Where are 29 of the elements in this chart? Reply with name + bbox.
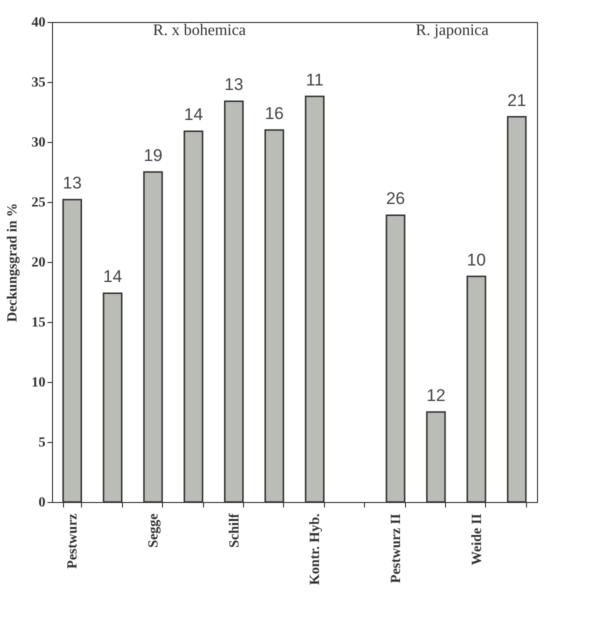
y-tick-label: 0 (38, 496, 46, 510)
annotation: 13 (224, 75, 244, 94)
y-tick-label: 5 (38, 436, 46, 450)
annotation: 12 (426, 386, 446, 405)
y-tick-label: 30 (32, 136, 46, 150)
x-tick-label: Weide II (470, 514, 485, 566)
y-axis-title: Deckungsgrad in % (6, 202, 20, 322)
x-tick-label: Kontr. Hyb. (308, 514, 324, 585)
y-tick-label: 10 (32, 376, 46, 390)
annotation: 16 (264, 104, 284, 123)
y-tick-label: 35 (32, 76, 46, 90)
x-tick-label: Segge (146, 514, 162, 548)
y-tick-label: 20 (32, 256, 46, 270)
x-tick-label: Schilf (227, 513, 242, 548)
x-tick-label: Pestwurz II (389, 514, 404, 584)
annotation: 14 (103, 267, 122, 286)
y-tick-label: 25 (32, 196, 46, 210)
annotation: 14 (184, 105, 203, 124)
annotation: 13 (62, 174, 82, 193)
annotation: R. japonica (416, 22, 489, 39)
annotation: 11 (306, 70, 324, 90)
annotation: R. x bohemica (153, 22, 246, 39)
annotation: 19 (144, 146, 163, 165)
y-tick-label: 15 (32, 316, 46, 330)
x-tick-label: Pestwurz (66, 514, 81, 569)
annotation: 26 (386, 189, 406, 208)
annotation: 21 (507, 90, 526, 110)
y-tick-label: 40 (32, 16, 46, 30)
annotation: 10 (466, 250, 486, 270)
